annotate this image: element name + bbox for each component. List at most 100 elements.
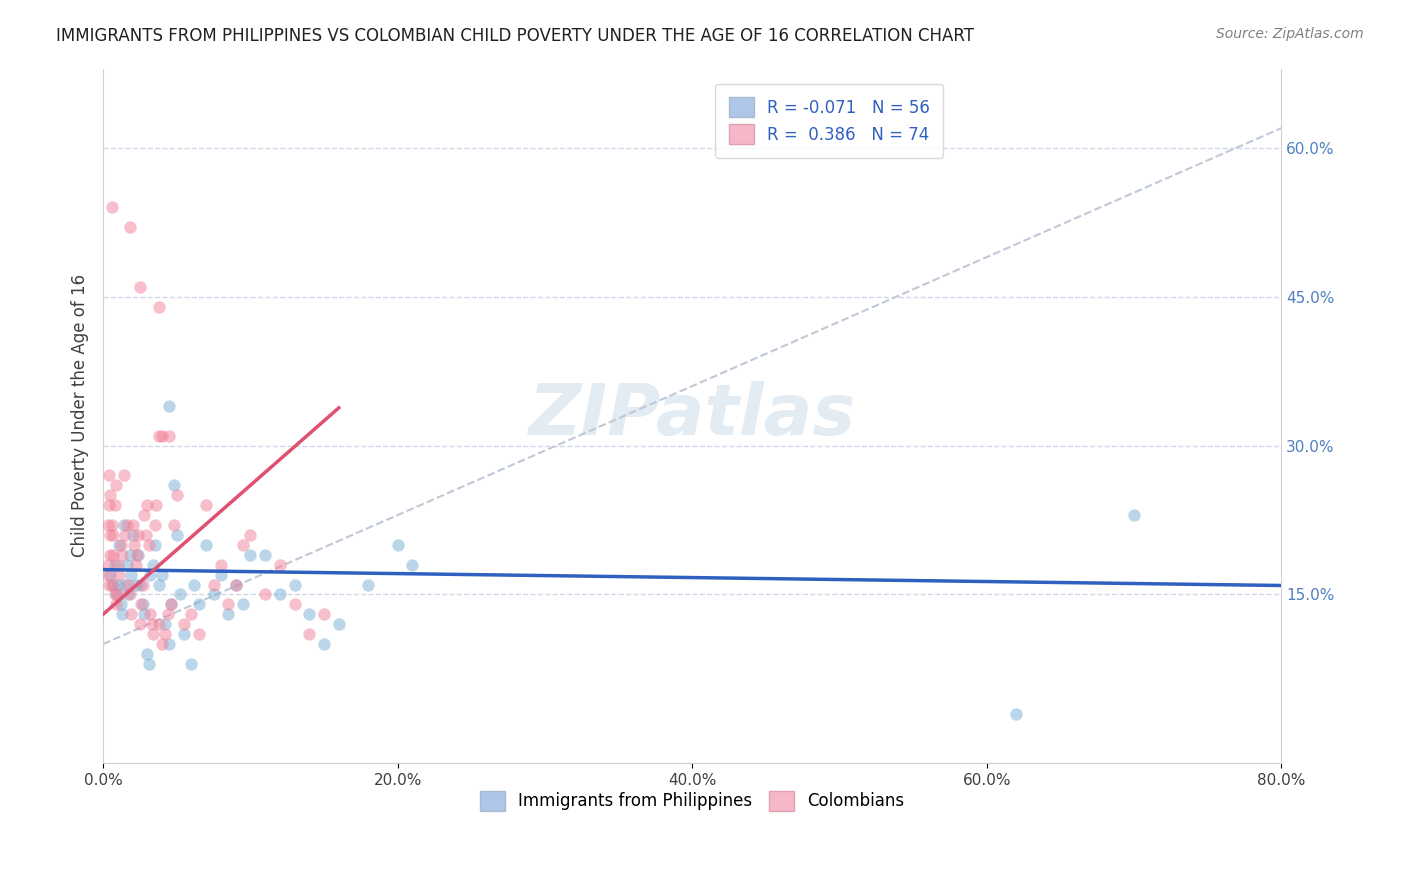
Point [112, 468, 135, 483]
Point [269, 587, 291, 601]
Point [225, 577, 247, 591]
Point [105, 587, 128, 601]
Point [104, 498, 127, 512]
Point [100, 528, 122, 542]
Point [166, 528, 188, 542]
Point [122, 538, 145, 552]
Legend: Immigrants from Philippines, Colombians: Immigrants from Philippines, Colombians [467, 777, 918, 824]
Point [132, 577, 155, 591]
Point [187, 598, 209, 612]
Text: IMMIGRANTS FROM PHILIPPINES VS COLOMBIAN CHILD POVERTY UNDER THE AGE OF 16 CORRE: IMMIGRANTS FROM PHILIPPINES VS COLOMBIAN… [56, 27, 974, 45]
Point [121, 518, 143, 533]
Point [134, 607, 156, 622]
Point [254, 587, 277, 601]
Point [254, 548, 277, 562]
Point [132, 598, 155, 612]
Point [153, 627, 176, 641]
Point [103, 577, 125, 591]
Point [118, 220, 141, 235]
Point [127, 528, 149, 542]
Point [239, 548, 262, 562]
Point [98, 577, 121, 591]
Point [141, 617, 163, 632]
Point [100, 488, 122, 502]
Point [105, 478, 128, 492]
Point [284, 577, 307, 591]
Point [225, 577, 247, 591]
Point [209, 567, 232, 582]
Point [125, 548, 148, 562]
Point [148, 577, 170, 591]
Point [117, 577, 139, 591]
Point [111, 548, 134, 562]
Point [148, 428, 170, 442]
Point [1123, 508, 1146, 522]
Point [195, 498, 218, 512]
Point [115, 518, 138, 533]
Point [239, 528, 262, 542]
Point [112, 518, 135, 533]
Point [1005, 706, 1028, 721]
Point [202, 587, 225, 601]
Point [153, 617, 176, 632]
Point [110, 538, 132, 552]
Point [232, 538, 254, 552]
Point [157, 637, 180, 651]
Point [107, 558, 129, 572]
Point [96, 567, 118, 582]
Point [120, 567, 142, 582]
Point [131, 598, 153, 612]
Point [150, 567, 173, 582]
Point [150, 428, 173, 442]
Point [105, 598, 128, 612]
Point [217, 598, 239, 612]
Point [138, 538, 160, 552]
Point [143, 538, 166, 552]
Point [118, 548, 141, 562]
Point [150, 637, 173, 651]
Point [107, 577, 129, 591]
Point [101, 518, 124, 533]
Point [328, 617, 350, 632]
Point [129, 280, 152, 294]
Point [202, 577, 225, 591]
Point [163, 518, 186, 533]
Point [284, 598, 307, 612]
Point [98, 468, 121, 483]
Point [96, 558, 118, 572]
Point [142, 558, 165, 572]
Point [357, 577, 380, 591]
Point [129, 617, 152, 632]
Point [115, 558, 138, 572]
Point [96, 518, 118, 533]
Point [108, 538, 131, 552]
Point [173, 627, 195, 641]
Point [104, 587, 127, 601]
Point [117, 587, 139, 601]
Point [110, 598, 132, 612]
Point [134, 508, 156, 522]
Point [142, 627, 165, 641]
Point [183, 577, 205, 591]
Point [124, 558, 146, 572]
Point [103, 528, 125, 542]
Point [156, 607, 179, 622]
Point [143, 518, 166, 533]
Point [148, 300, 170, 314]
Point [111, 607, 134, 622]
Point [232, 598, 254, 612]
Y-axis label: Child Poverty Under the Age of 16: Child Poverty Under the Age of 16 [72, 274, 89, 558]
Point [187, 627, 209, 641]
Point [129, 577, 152, 591]
Point [98, 498, 121, 512]
Point [209, 558, 232, 572]
Point [138, 657, 160, 671]
Point [173, 617, 195, 632]
Point [136, 498, 159, 512]
Point [269, 558, 291, 572]
Text: Source: ZipAtlas.com: Source: ZipAtlas.com [1216, 27, 1364, 41]
Point [114, 577, 136, 591]
Point [118, 587, 141, 601]
Point [169, 587, 191, 601]
Point [217, 607, 239, 622]
